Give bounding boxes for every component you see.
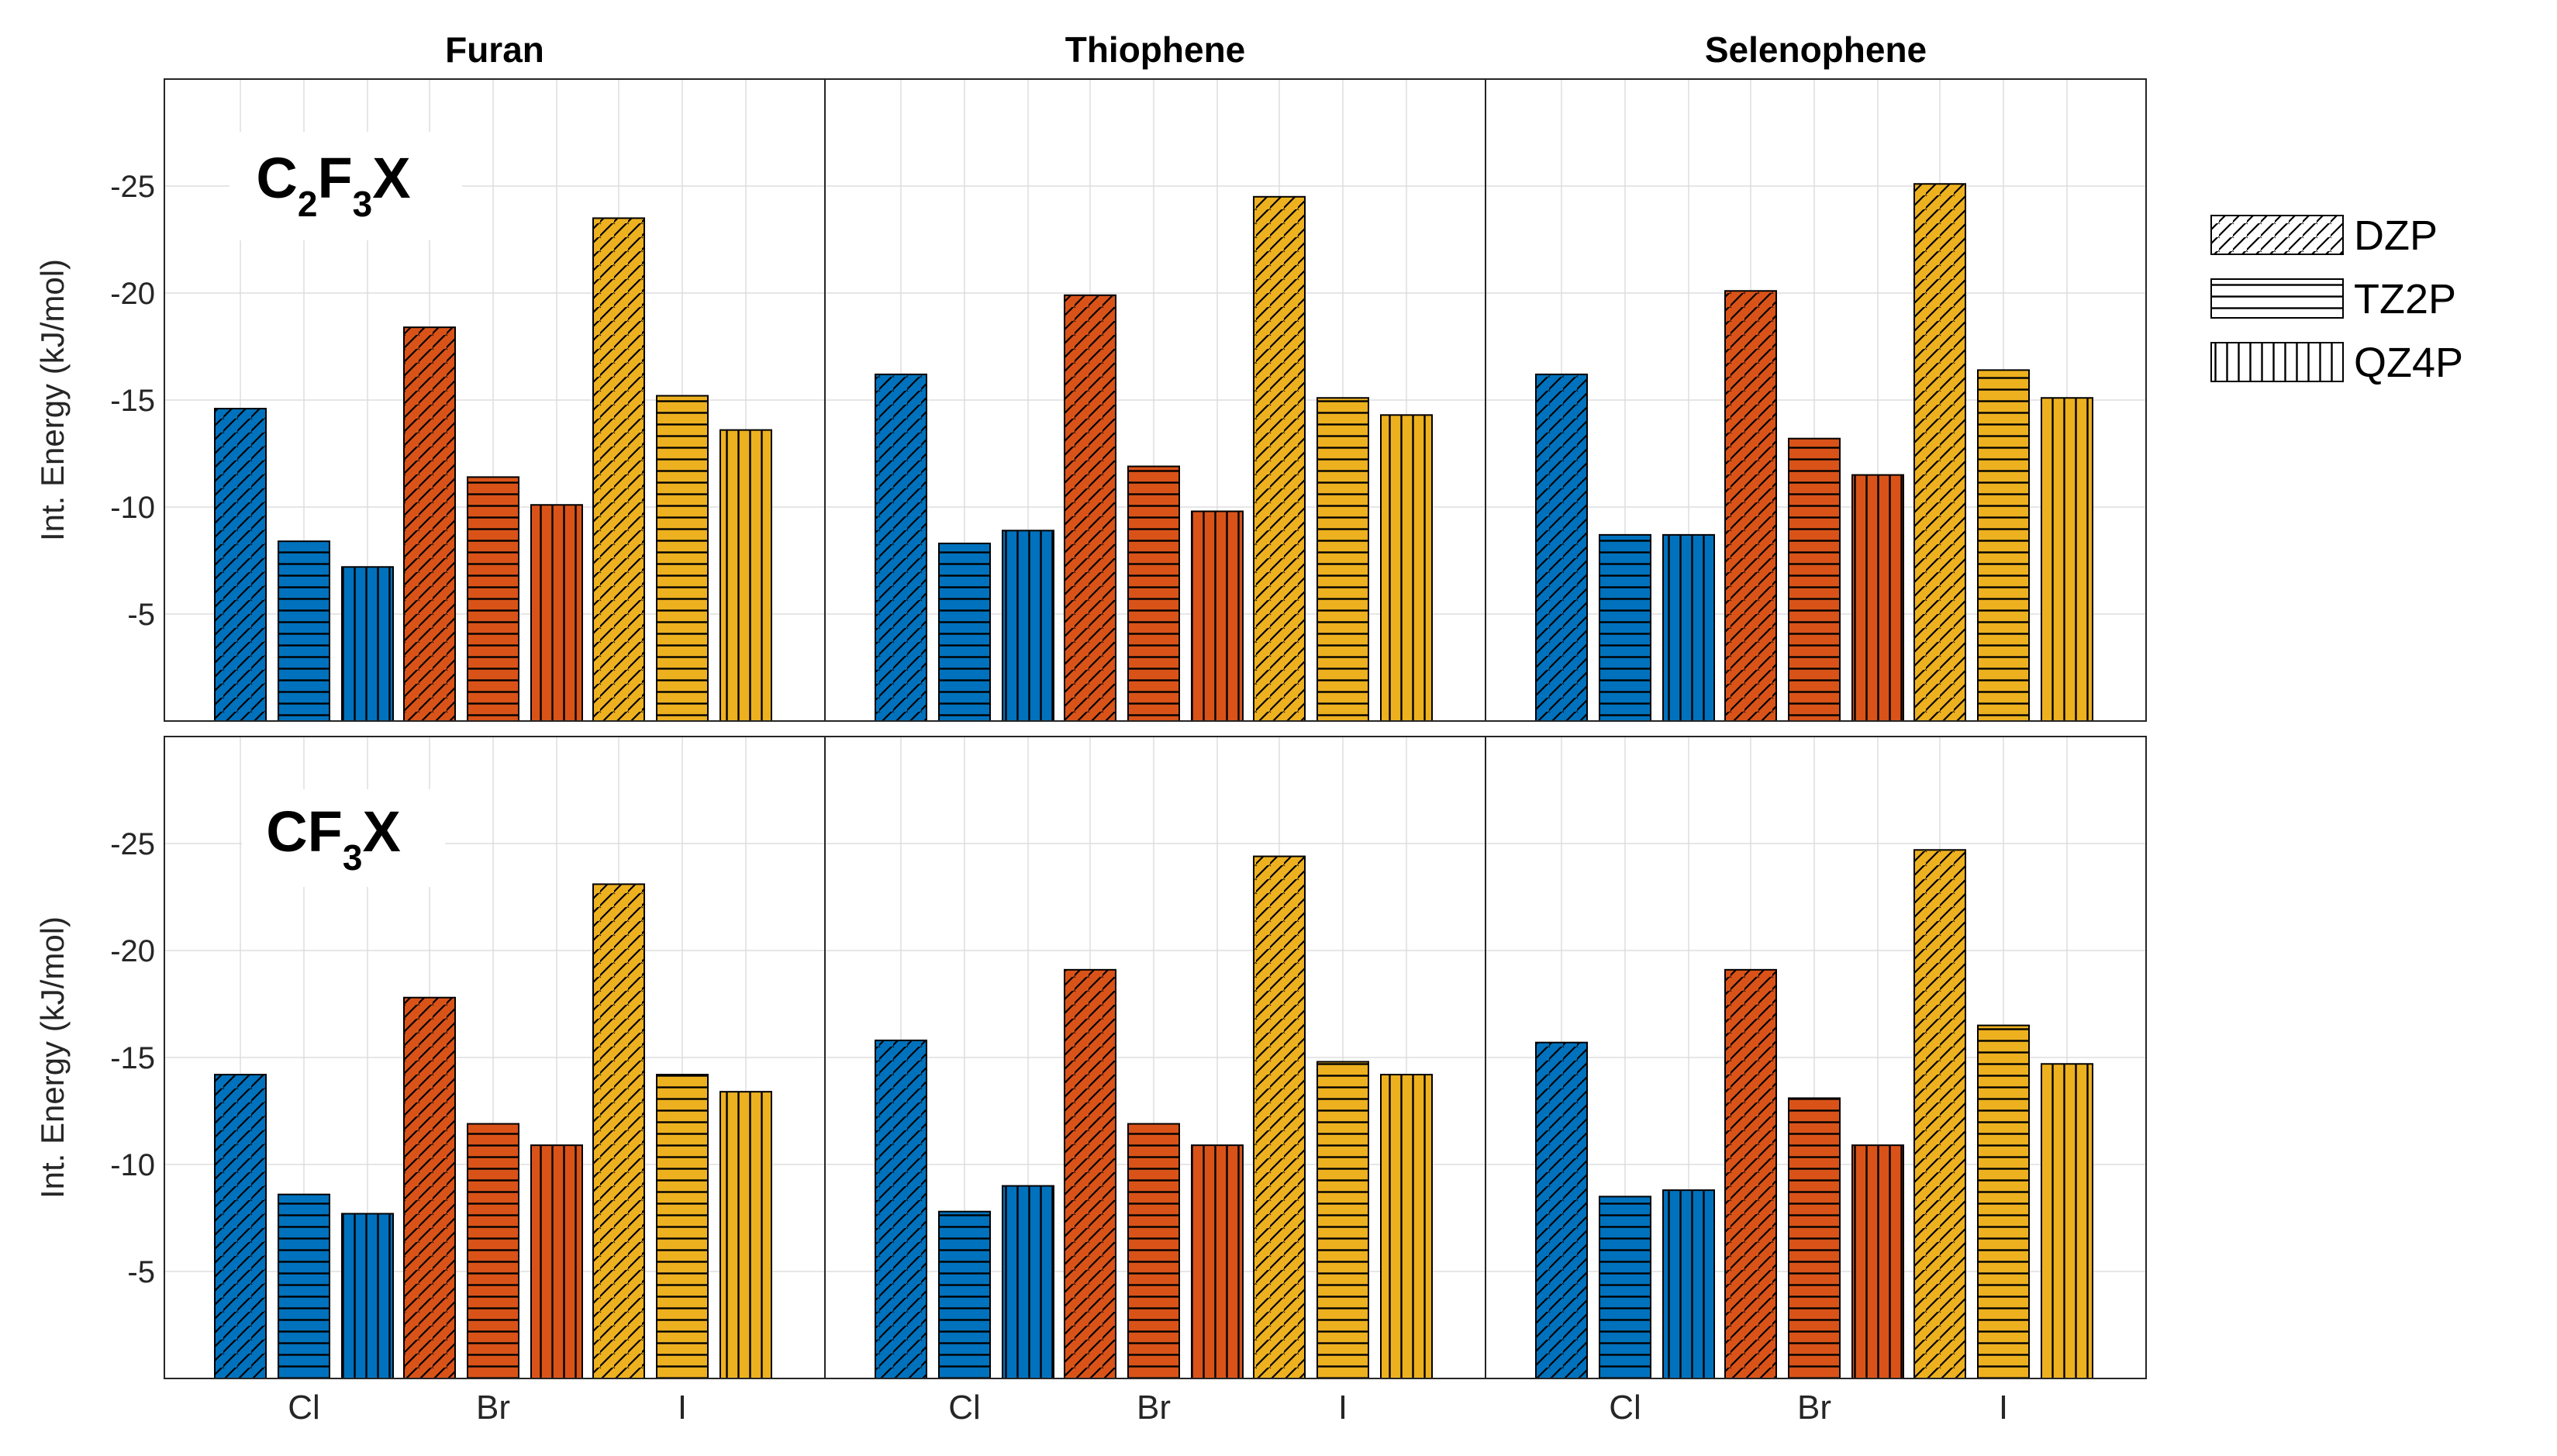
bar-cf3x-furan-i-tz2p-horizontal-hatch — [656, 1074, 709, 1379]
legend-swatch-dzp — [2210, 215, 2344, 255]
bar-c2f3x-selenophene-cl-dzp-diagonal-hatch — [1535, 373, 1588, 722]
x-tick-label-cl: Cl — [1609, 1389, 1641, 1427]
legend-label-qz4p: QZ4P — [2354, 340, 2463, 386]
bar-c2f3x-furan-cl-qz4p-vertical-hatch — [341, 566, 394, 723]
bar-c2f3x-selenophene-i-tz2p-horizontal-hatch — [1977, 369, 2030, 722]
panel-row-frame — [164, 78, 2147, 722]
bar-cf3x-thiophene-br-tz2p-horizontal-hatch — [1127, 1123, 1180, 1380]
legend-swatch-tz2p — [2210, 278, 2344, 319]
bar-cf3x-selenophene-cl-dzp-diagonal-hatch — [1535, 1041, 1588, 1380]
row-label-subscript: 3 — [343, 837, 363, 878]
bar-cf3x-selenophene-br-dzp-diagonal-hatch — [1724, 968, 1777, 1379]
bar-c2f3x-thiophene-cl-tz2p-horizontal-hatch — [938, 542, 991, 722]
bar-c2f3x-furan-br-qz4p-vertical-hatch — [530, 504, 583, 722]
y-tick-label: -20 — [110, 277, 155, 311]
panel-title-selenophene: Selenophene — [1705, 29, 1927, 70]
y-tick-label: -5 — [127, 1255, 155, 1289]
bar-cf3x-furan-cl-dzp-diagonal-hatch — [214, 1074, 267, 1379]
row-label-text: X — [362, 799, 400, 864]
bar-cf3x-thiophene-br-qz4p-vertical-hatch — [1191, 1144, 1244, 1380]
bar-cf3x-selenophene-i-qz4p-vertical-hatch — [2041, 1063, 2093, 1380]
legend-swatch-qz4p — [2210, 342, 2344, 382]
y-axis-label: Int. Energy (kJ/mol) — [34, 259, 71, 541]
y-tick-label: -20 — [110, 934, 155, 968]
bar-c2f3x-thiophene-i-dzp-diagonal-hatch — [1253, 195, 1306, 723]
bar-c2f3x-selenophene-br-dzp-diagonal-hatch — [1724, 290, 1777, 722]
x-tick-label-br: Br — [1797, 1389, 1831, 1427]
bar-cf3x-thiophene-i-dzp-diagonal-hatch — [1253, 855, 1306, 1380]
panel-title-furan: Furan — [445, 29, 544, 70]
bar-c2f3x-furan-i-qz4p-vertical-hatch — [719, 429, 772, 722]
bar-cf3x-thiophene-cl-dzp-diagonal-hatch — [875, 1039, 927, 1380]
bar-cf3x-furan-br-tz2p-horizontal-hatch — [467, 1123, 519, 1380]
y-tick-label: -15 — [110, 1041, 155, 1075]
bar-c2f3x-furan-cl-dzp-diagonal-hatch — [214, 408, 267, 722]
y-tick-label: -10 — [110, 491, 155, 525]
bar-cf3x-selenophene-cl-tz2p-horizontal-hatch — [1599, 1196, 1651, 1380]
y-tick-label: -25 — [110, 827, 155, 861]
bar-c2f3x-selenophene-cl-qz4p-vertical-hatch — [1662, 533, 1715, 722]
bar-cf3x-selenophene-i-tz2p-horizontal-hatch — [1977, 1024, 2030, 1379]
x-tick-label-i: I — [1999, 1389, 2008, 1427]
row-label-background — [242, 789, 445, 887]
bar-cf3x-furan-br-dzp-diagonal-hatch — [403, 996, 456, 1379]
bar-cf3x-thiophene-br-dzp-diagonal-hatch — [1064, 968, 1116, 1379]
row-label-subscript: 2 — [298, 184, 318, 224]
bar-cf3x-furan-br-qz4p-vertical-hatch — [530, 1144, 583, 1380]
panel-title-thiophene: Thiophene — [1065, 29, 1246, 70]
x-tick-label-br: Br — [476, 1389, 510, 1427]
bar-cf3x-furan-i-dzp-diagonal-hatch — [592, 883, 645, 1379]
row-label-text: CF — [266, 799, 343, 864]
bar-c2f3x-furan-i-dzp-diagonal-hatch — [592, 217, 645, 722]
y-axis-label: Int. Energy (kJ/mol) — [34, 916, 71, 1199]
bar-cf3x-thiophene-i-qz4p-vertical-hatch — [1380, 1074, 1433, 1379]
y-tick-label: -10 — [110, 1148, 155, 1182]
panel-row-frame — [164, 736, 2147, 1379]
bar-c2f3x-thiophene-br-qz4p-vertical-hatch — [1191, 510, 1244, 723]
bar-c2f3x-selenophene-br-qz4p-vertical-hatch — [1851, 474, 1904, 722]
y-tick-label: -25 — [110, 170, 155, 204]
bar-cf3x-furan-cl-tz2p-horizontal-hatch — [278, 1193, 330, 1380]
row-label-0: C2F3X — [256, 146, 410, 224]
bar-cf3x-selenophene-br-tz2p-horizontal-hatch — [1788, 1097, 1841, 1379]
bar-cf3x-thiophene-cl-qz4p-vertical-hatch — [1002, 1185, 1054, 1379]
x-tick-label-cl: Cl — [288, 1389, 320, 1427]
row-label-text: F — [317, 146, 352, 210]
bar-cf3x-thiophene-i-tz2p-horizontal-hatch — [1316, 1061, 1369, 1380]
bar-c2f3x-thiophene-i-tz2p-horizontal-hatch — [1316, 397, 1369, 722]
bar-cf3x-selenophene-i-dzp-diagonal-hatch — [1913, 849, 1966, 1379]
bar-c2f3x-furan-i-tz2p-horizontal-hatch — [656, 395, 709, 722]
x-tick-label-cl: Cl — [948, 1389, 981, 1427]
bar-cf3x-thiophene-cl-tz2p-horizontal-hatch — [938, 1210, 991, 1379]
bar-c2f3x-thiophene-cl-qz4p-vertical-hatch — [1002, 530, 1054, 722]
x-tick-label-i: I — [678, 1389, 687, 1427]
row-label-background — [229, 132, 462, 240]
bar-cf3x-selenophene-br-qz4p-vertical-hatch — [1851, 1144, 1904, 1380]
x-tick-label-i: I — [1338, 1389, 1348, 1427]
bar-c2f3x-furan-cl-tz2p-horizontal-hatch — [278, 540, 330, 722]
row-label-1: CF3X — [266, 799, 401, 878]
row-label-subscript: 3 — [353, 184, 373, 224]
bar-cf3x-selenophene-cl-qz4p-vertical-hatch — [1662, 1189, 1715, 1379]
bar-c2f3x-furan-br-dzp-diagonal-hatch — [403, 326, 456, 722]
bar-c2f3x-furan-br-tz2p-horizontal-hatch — [467, 476, 519, 722]
y-tick-label: -15 — [110, 384, 155, 418]
legend-label-tz2p: TZ2P — [2354, 276, 2456, 323]
y-tick-label: -5 — [127, 598, 155, 632]
bar-c2f3x-thiophene-br-tz2p-horizontal-hatch — [1127, 465, 1180, 722]
bar-cf3x-furan-cl-qz4p-vertical-hatch — [341, 1213, 394, 1379]
bar-c2f3x-selenophene-cl-tz2p-horizontal-hatch — [1599, 533, 1651, 722]
bar-c2f3x-selenophene-i-qz4p-vertical-hatch — [2041, 397, 2093, 722]
bar-c2f3x-selenophene-br-tz2p-horizontal-hatch — [1788, 437, 1841, 722]
bar-cf3x-furan-i-qz4p-vertical-hatch — [719, 1091, 772, 1380]
row-label-text: C — [256, 146, 297, 210]
bar-c2f3x-thiophene-cl-dzp-diagonal-hatch — [875, 373, 927, 722]
bar-c2f3x-thiophene-i-qz4p-vertical-hatch — [1380, 414, 1433, 722]
x-tick-label-br: Br — [1137, 1389, 1171, 1427]
bar-c2f3x-thiophene-br-dzp-diagonal-hatch — [1064, 294, 1116, 722]
row-label-text: X — [372, 146, 410, 210]
legend-label-dzp: DZP — [2354, 212, 2438, 259]
bar-c2f3x-selenophene-i-dzp-diagonal-hatch — [1913, 183, 1966, 723]
